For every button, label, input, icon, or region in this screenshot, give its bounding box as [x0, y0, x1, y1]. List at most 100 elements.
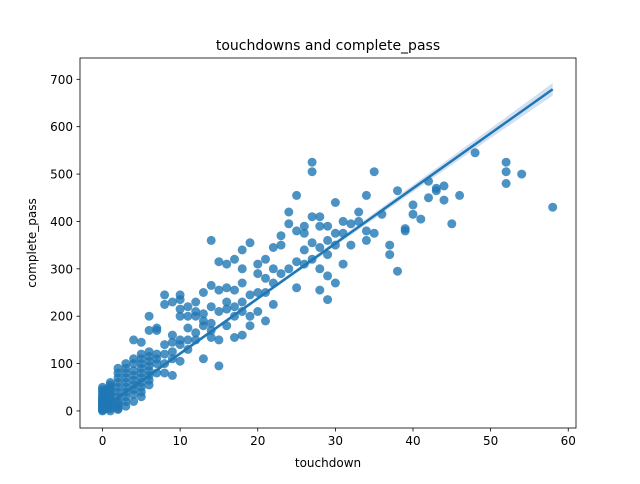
- chart-title: touchdowns and complete_pass: [216, 38, 440, 54]
- data-point: [222, 304, 232, 314]
- data-point: [261, 254, 270, 264]
- data-point: [276, 231, 286, 241]
- data-point: [237, 330, 247, 340]
- data-point: [129, 354, 139, 364]
- data-point: [222, 297, 232, 307]
- data-point: [245, 238, 255, 248]
- data-point: [346, 240, 356, 250]
- regression-line-layer: [101, 88, 554, 410]
- data-point: [323, 295, 333, 305]
- data-point: [160, 340, 170, 350]
- data-point: [346, 219, 356, 229]
- data-point: [439, 181, 449, 191]
- data-point: [214, 285, 224, 295]
- data-point: [330, 278, 340, 288]
- data-point: [299, 245, 309, 255]
- data-point: [183, 323, 193, 333]
- data-point: [323, 235, 333, 245]
- data-point: [292, 283, 302, 293]
- data-point: [129, 397, 139, 406]
- data-point: [198, 316, 208, 326]
- data-point: [268, 264, 278, 274]
- data-point: [237, 264, 247, 274]
- data-point: [129, 335, 139, 345]
- data-point: [175, 335, 185, 345]
- data-point: [393, 186, 402, 196]
- data-point: [338, 216, 348, 226]
- data-point: [198, 354, 208, 364]
- data-point: [517, 169, 527, 179]
- data-point: [393, 266, 402, 276]
- data-point: [268, 299, 278, 309]
- data-point: [175, 311, 185, 321]
- data-point: [408, 209, 418, 219]
- data-point: [191, 297, 201, 307]
- data-point: [245, 290, 255, 300]
- data-point: [191, 328, 201, 338]
- data-point: [230, 333, 239, 342]
- data-point: [284, 219, 294, 229]
- data-point: [152, 349, 162, 359]
- data-point: [307, 167, 317, 177]
- data-point: [237, 297, 247, 307]
- data-point: [183, 335, 193, 345]
- data-point: [245, 311, 255, 321]
- data-point: [121, 401, 131, 411]
- data-point: [315, 221, 325, 231]
- y-tick-label: 700: [50, 73, 73, 87]
- data-point: [167, 347, 177, 357]
- data-point: [222, 259, 232, 269]
- data-point: [253, 288, 263, 297]
- data-point: [183, 311, 193, 321]
- data-point: [416, 214, 426, 224]
- y-tick-label: 600: [50, 120, 73, 134]
- y-tick-label: 100: [50, 357, 73, 371]
- data-point: [167, 330, 177, 340]
- data-point: [113, 363, 123, 373]
- data-point: [361, 190, 371, 200]
- data-point: [284, 264, 294, 274]
- data-point: [253, 259, 263, 269]
- data-point: [206, 280, 216, 290]
- data-point: [315, 212, 325, 222]
- data-point: [160, 368, 170, 378]
- data-point: [230, 285, 239, 295]
- y-tick-label: 300: [50, 262, 73, 276]
- data-point: [245, 321, 255, 331]
- data-point: [268, 243, 278, 252]
- data-point: [175, 356, 185, 366]
- y-axis-label: complete_pass: [25, 198, 39, 288]
- data-point: [307, 238, 317, 248]
- data-point: [276, 269, 286, 279]
- data-point: [501, 157, 511, 167]
- data-point: [330, 228, 340, 238]
- data-point: [307, 212, 317, 222]
- y-tick-label: 500: [50, 168, 73, 182]
- data-point: [214, 361, 224, 371]
- data-point: [261, 273, 270, 283]
- data-point: [175, 304, 185, 314]
- data-point: [548, 202, 558, 212]
- data-point: [167, 370, 177, 380]
- data-point: [136, 337, 146, 347]
- data-point: [400, 226, 410, 236]
- data-point: [361, 226, 371, 236]
- data-point: [214, 335, 224, 345]
- data-point: [315, 285, 325, 295]
- data-point: [237, 245, 247, 255]
- data-point: [105, 378, 115, 387]
- data-point: [501, 167, 511, 177]
- data-point: [136, 392, 146, 402]
- data-point: [129, 366, 139, 376]
- data-point: [354, 216, 364, 226]
- x-tick-label: 20: [250, 434, 265, 448]
- data-point: [191, 307, 201, 316]
- data-point: [385, 250, 395, 260]
- data-point: [214, 257, 224, 267]
- data-point: [167, 297, 177, 307]
- data-point: [470, 148, 480, 158]
- data-point: [160, 290, 170, 300]
- data-point: [323, 271, 333, 281]
- data-point: [113, 399, 123, 409]
